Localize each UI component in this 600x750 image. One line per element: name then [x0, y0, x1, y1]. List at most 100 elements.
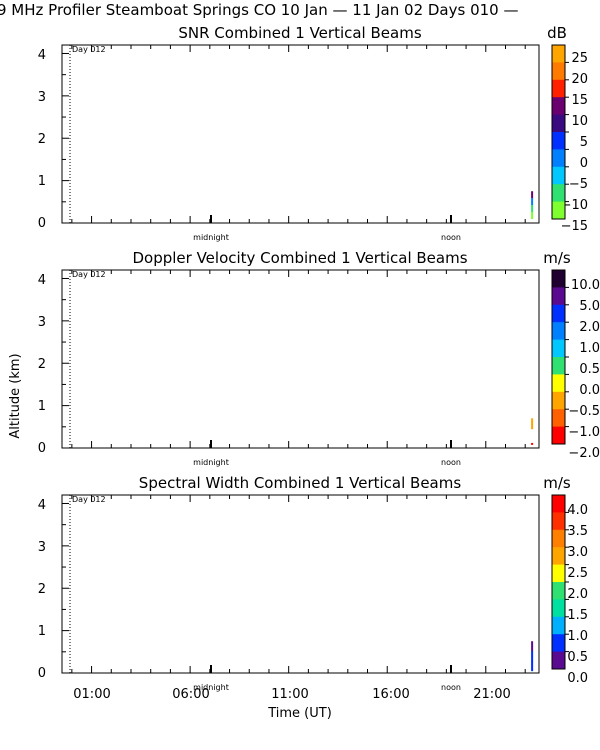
colorbar-labels-doppler: 10.0 5.0 2.0 1.0 0.5 0.0 −0.5 −1.0 −2.0: [568, 278, 600, 461]
colorbar-label: 10.0: [571, 278, 600, 293]
colorbar-label: 20: [571, 72, 588, 87]
colorbar-segment: [552, 97, 565, 116]
y-tick-label: 0: [38, 666, 46, 681]
midnight-marker-spectral-width: midnight: [193, 683, 229, 692]
y-tick-labels-spectral-width: 0 1 2 3 4: [38, 498, 46, 681]
colorbar-segment: [552, 529, 565, 548]
colorbar-segment: [552, 426, 565, 445]
panel-title-snr: SNR Combined 1 Vertical Beams: [178, 24, 421, 42]
colorbar-label: 0: [580, 156, 588, 171]
colorbar-segment: [552, 599, 565, 618]
colorbar-segment: [552, 339, 565, 358]
y-tick-label: 4: [38, 273, 46, 288]
colorbar-unit-spectral-width: m/s: [543, 474, 571, 492]
x-tick-label: 11:00: [271, 687, 308, 702]
colorbar-label: 1.0: [567, 629, 588, 644]
day-marker-doppler: Day 012: [72, 270, 106, 279]
data-trace-segment: [531, 418, 534, 424]
colorbar-segment: [552, 409, 565, 428]
colorbar-segment: [552, 304, 565, 323]
x-tick-label: 16:00: [372, 687, 409, 702]
colorbar-label: 2.0: [567, 587, 588, 602]
colorbar-label: 3.5: [567, 524, 588, 539]
colorbar-segment: [552, 564, 565, 583]
x-tick-label: 21:00: [473, 687, 510, 702]
colorbar-label: 10: [571, 114, 588, 129]
y-tick-label: 3: [38, 315, 46, 330]
midnight-marker-snr: midnight: [193, 233, 229, 242]
colorbar-segment: [552, 114, 565, 133]
y-tick-label: 2: [38, 357, 46, 372]
y-tick-label: 2: [38, 132, 46, 147]
colorbar-segment: [552, 634, 565, 653]
data-trace-segment: [531, 651, 534, 662]
data-trace-segment: [531, 191, 534, 199]
day-marker-spectral-width: Day 012: [72, 495, 106, 504]
colorbar-label: −5: [569, 177, 588, 192]
midnight-marker-doppler: midnight: [193, 458, 229, 467]
colorbar-unit-doppler: m/s: [543, 249, 571, 267]
colorbar-label: 0.5: [579, 362, 600, 377]
colorbar-segment: [552, 357, 565, 375]
y-axis-label: Altitude (km): [8, 353, 23, 438]
colorbar-segment: [552, 322, 565, 341]
x-tick-label: 06:00: [172, 687, 209, 702]
colorbar-label: 0.0: [567, 671, 588, 686]
colorbar-segment: [552, 616, 565, 635]
colorbar-label: −1.0: [568, 425, 600, 440]
colorbar-label: 1.5: [567, 608, 588, 623]
colorbar-segment: [552, 651, 565, 670]
colorbar-label: 25: [571, 51, 588, 66]
x-tick-labels: 01:00 06:00 11:00 16:00 21:00: [73, 687, 510, 702]
colorbar-label: 3.0: [567, 545, 588, 560]
data-trace-segment: [531, 423, 534, 430]
panel-spectral-width: Spectral Width Combined 1 Vertical Beams…: [38, 474, 588, 692]
colorbar-segment: [552, 166, 565, 185]
data-trace-segment: [531, 660, 534, 672]
plot-frame-doppler: [61, 269, 540, 449]
colorbar-segment: [552, 79, 565, 98]
y-tick-labels-doppler: 0 1 2 3 4: [38, 273, 46, 456]
plot-frame-spectral-width: [61, 494, 540, 674]
y-tick-label: 2: [38, 582, 46, 597]
y-tick-label: 1: [38, 624, 46, 639]
colorbar-label: −0.5: [568, 404, 600, 419]
data-trace-segment: [531, 204, 534, 213]
colorbar-segment: [552, 149, 565, 168]
colorbar-segment: [552, 391, 565, 410]
colorbar-label: 5.0: [579, 299, 600, 314]
x-tick-label: 01:00: [73, 687, 110, 702]
plot-frame-snr: [61, 44, 540, 224]
y-tick-label: 1: [38, 399, 46, 414]
y-tick-label: 0: [38, 441, 46, 456]
colorbar-labels-snr: 25 20 15 10 5 0 −5 −10 −15: [561, 51, 588, 234]
data-trace-segment: [531, 442, 534, 445]
panel-snr: SNR Combined 1 Vertical Beams dB Day 012…: [38, 24, 588, 242]
colorbar-segment: [552, 287, 565, 306]
colorbar-unit-snr: dB: [547, 24, 567, 42]
colorbar-label: 4.0: [567, 503, 588, 518]
colorbar-segment: [552, 547, 565, 566]
data-trace-segment: [531, 211, 534, 220]
panel-title-doppler: Doppler Velocity Combined 1 Vertical Bea…: [132, 249, 467, 267]
colorbar-label: 5: [580, 135, 588, 150]
panel-title-spectral-width: Spectral Width Combined 1 Vertical Beams: [139, 474, 462, 492]
colorbar-label: 0.5: [567, 650, 588, 665]
colorbar-label: 2.5: [567, 566, 588, 581]
colorbar-segment: [552, 374, 565, 393]
colorbar-label: 1.0: [579, 341, 600, 356]
colorbar-segment: [552, 512, 565, 531]
panel-doppler: Doppler Velocity Combined 1 Vertical Bea…: [38, 249, 600, 467]
colorbar-segment: [552, 62, 565, 81]
noon-marker-doppler: noon: [441, 458, 461, 467]
y-tick-label: 3: [38, 540, 46, 555]
y-tick-label: 4: [38, 498, 46, 513]
noon-marker-snr: noon: [441, 233, 461, 242]
day-marker-snr: Day 012: [72, 45, 106, 54]
y-tick-labels-snr: 0 1 2 3 4: [38, 48, 46, 231]
colorbar-label: 2.0: [579, 320, 600, 335]
y-tick-label: 0: [38, 216, 46, 231]
colorbar-segment: [552, 45, 565, 63]
colorbar-segment: [552, 201, 565, 220]
